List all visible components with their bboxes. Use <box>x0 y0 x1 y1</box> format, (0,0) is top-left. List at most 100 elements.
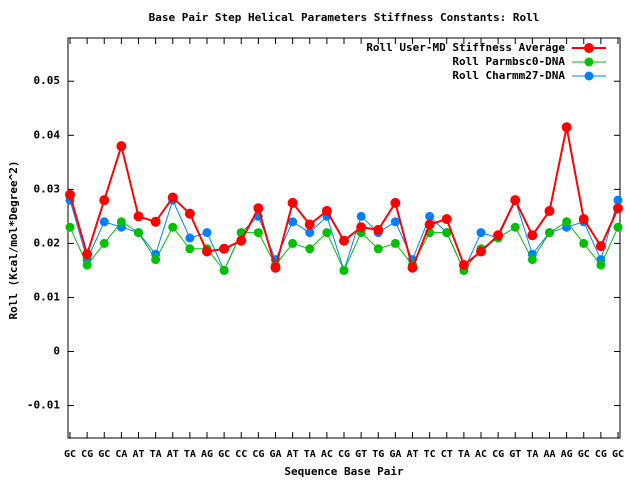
data-point <box>305 244 315 254</box>
data-point <box>579 238 589 248</box>
data-point <box>493 230 504 241</box>
data-point <box>65 189 75 200</box>
data-point <box>99 195 110 206</box>
x-tick-label: CG <box>338 449 350 460</box>
x-tick-label: TA <box>150 449 162 460</box>
x-tick-label: GC <box>218 449 230 460</box>
data-point <box>99 217 109 227</box>
data-point <box>356 222 367 233</box>
data-point <box>202 228 212 238</box>
data-point <box>99 238 109 248</box>
data-point <box>185 244 195 254</box>
data-point <box>373 224 384 235</box>
x-tick-label: AT <box>132 449 144 460</box>
data-point <box>339 265 349 275</box>
data-point <box>527 255 537 265</box>
x-tick-label: AC <box>475 449 487 460</box>
data-point <box>82 249 93 260</box>
data-point <box>116 141 127 152</box>
data-point <box>390 238 400 248</box>
data-point <box>65 222 75 232</box>
data-point <box>270 262 281 273</box>
data-point <box>151 255 161 265</box>
y-axis-label: Roll (Kcal/mol*Degree^2) <box>7 161 20 320</box>
x-tick-label: AG <box>561 449 573 460</box>
data-point <box>424 219 435 230</box>
data-point <box>373 244 383 254</box>
y-tick-label: 0.01 <box>34 290 61 303</box>
x-tick-label: AT <box>406 449 418 460</box>
x-tick-label: TG <box>372 449 384 460</box>
data-point <box>322 228 332 238</box>
legend-label: Roll User-MD Stiffness Average <box>366 41 565 54</box>
x-axis-label: Sequence Base Pair <box>284 465 404 478</box>
data-point <box>287 197 298 208</box>
data-point <box>544 205 555 216</box>
data-point <box>236 235 247 246</box>
data-point <box>442 228 452 238</box>
data-point <box>476 246 486 257</box>
legend-marker <box>584 43 594 53</box>
data-point <box>356 211 366 221</box>
data-point <box>510 195 521 206</box>
x-tick-label: CG <box>81 449 93 460</box>
data-point <box>458 260 469 271</box>
data-point <box>425 211 435 221</box>
data-point <box>527 230 538 241</box>
data-point <box>219 243 230 254</box>
legend-marker <box>584 71 594 81</box>
x-tick-label: AC <box>321 449 333 460</box>
y-tick-label: -0.01 <box>27 399 60 412</box>
x-tick-label: GT <box>509 449 521 460</box>
data-point <box>305 228 315 238</box>
x-tick-label: TA <box>184 449 196 460</box>
x-tick-label: TA <box>458 449 470 460</box>
data-point <box>595 241 606 252</box>
data-point <box>339 235 349 246</box>
series-line <box>69 126 619 272</box>
x-tick-label: AG <box>201 449 213 460</box>
x-tick-label: AA <box>543 449 555 460</box>
data-point <box>578 214 589 225</box>
data-point <box>476 228 486 238</box>
data-point <box>219 265 229 275</box>
data-point <box>150 216 161 227</box>
data-point <box>288 217 298 227</box>
data-point <box>562 217 572 227</box>
legend-marker <box>584 57 594 67</box>
data-point <box>304 219 315 230</box>
y-tick-label: 0.02 <box>34 236 61 249</box>
x-tick-label: CG <box>492 449 504 460</box>
x-tick-label: GC <box>98 449 110 460</box>
data-point <box>168 222 178 232</box>
x-tick-label: GC <box>578 449 590 460</box>
x-tick-label: AT <box>287 449 299 460</box>
y-tick-label: 0.04 <box>34 128 61 141</box>
data-point <box>184 208 195 219</box>
data-point <box>253 203 264 214</box>
data-point <box>613 222 623 232</box>
legend-label: Roll Parmbsc0-DNA <box>452 55 565 68</box>
data-point <box>441 214 452 225</box>
data-point <box>288 238 298 248</box>
data-point <box>116 217 126 227</box>
x-tick-label: GT <box>355 449 367 460</box>
x-tick-label: CG <box>595 449 607 460</box>
data-point <box>390 217 400 227</box>
x-tick-label: CC <box>235 449 247 460</box>
data-point <box>133 211 144 222</box>
x-tick-label: GA <box>389 449 401 460</box>
y-tick-label: 0 <box>53 345 60 358</box>
x-tick-label: GC <box>64 449 76 460</box>
x-tick-label: AT <box>167 449 179 460</box>
data-point <box>407 262 418 273</box>
data-point <box>561 122 572 133</box>
x-tick-label: CT <box>441 449 453 460</box>
data-point <box>82 260 92 270</box>
x-tick-label: CG <box>252 449 264 460</box>
data-point <box>390 197 401 208</box>
data-point <box>613 203 623 214</box>
data-point <box>167 192 178 203</box>
data-point <box>510 222 520 232</box>
